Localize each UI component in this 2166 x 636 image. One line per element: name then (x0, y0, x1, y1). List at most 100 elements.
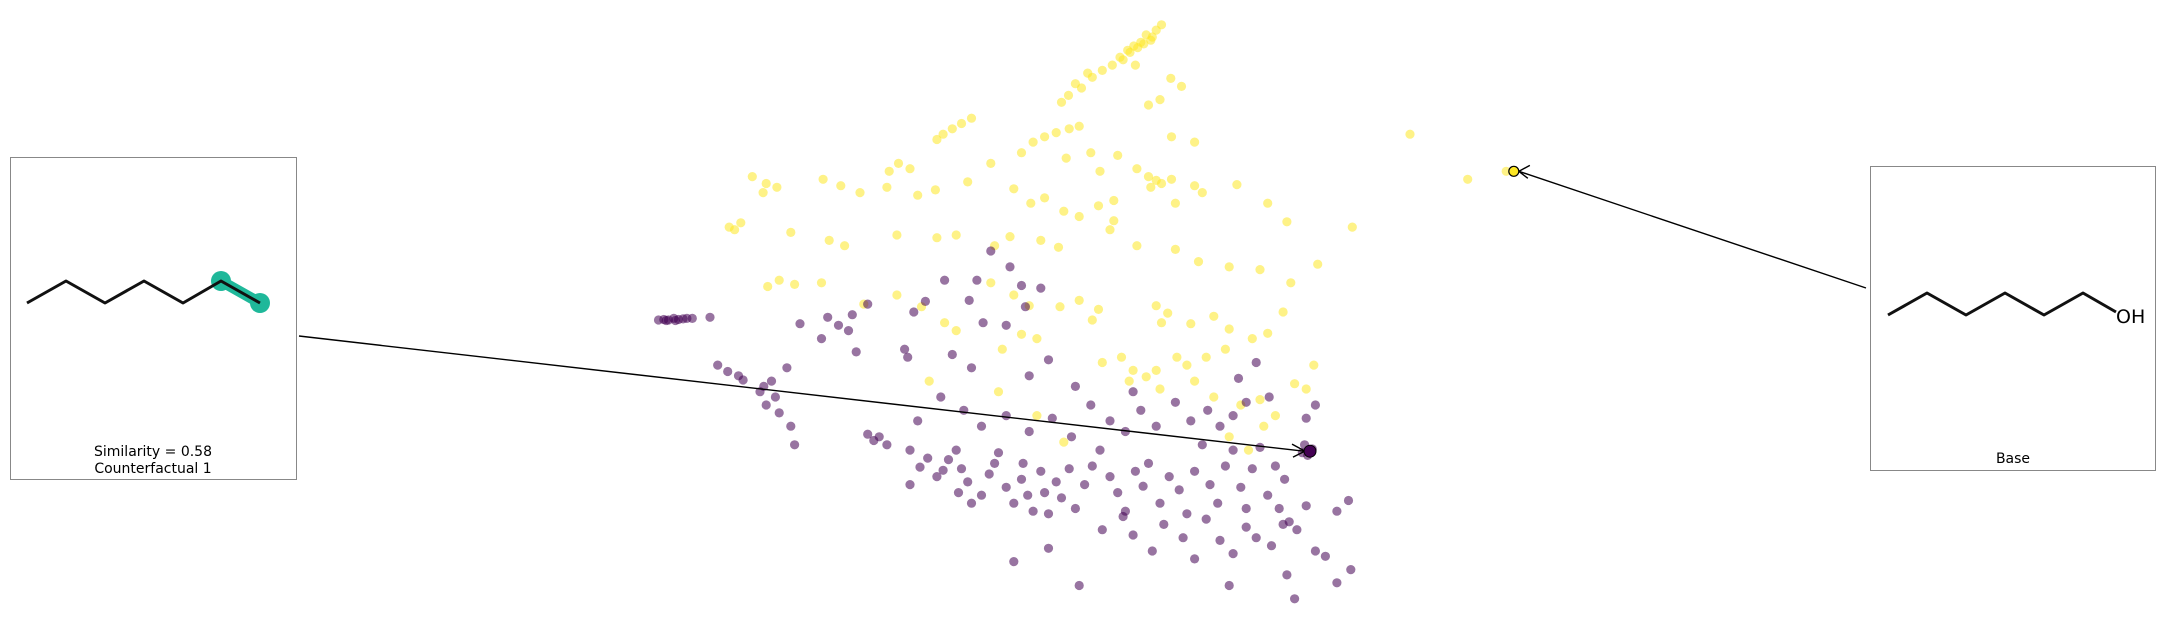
scatter-point-class-1-22 (1166, 73, 1176, 83)
scatter-point-class-1-123 (951, 326, 961, 336)
scatter-point-class-0-149 (1001, 320, 1011, 330)
scatter-point-class-0-38 (905, 480, 915, 490)
scatter-point-class-0-131 (1136, 405, 1146, 415)
scatter-point-class-0-132 (1151, 421, 1161, 431)
scatter-point-class-0-31 (874, 432, 884, 442)
scatter-point-class-1-65 (963, 177, 973, 187)
scatter-point-class-1-72 (1109, 195, 1119, 206)
scatter-point-class-1-47 (1190, 137, 1200, 147)
scatter-point-class-1-25 (1143, 100, 1154, 110)
scatter-point-class-0-26 (833, 320, 844, 330)
scatter-point-class-1-75 (1263, 198, 1273, 208)
scatter-point-class-0-54 (1018, 458, 1028, 468)
scatter-point-class-1-26 (966, 113, 977, 123)
scatter-point-class-0-22 (786, 421, 796, 431)
scatter-point-class-1-34 (1064, 124, 1074, 134)
scatter-point-class-1-119 (1247, 334, 1257, 344)
scatter-point-class-1-18 (1070, 79, 1080, 89)
scatter-point-class-0-41 (943, 455, 954, 465)
scatter-point-class-1-113 (1151, 301, 1161, 311)
scatter-point-class-0-139 (1264, 392, 1274, 402)
scatter-point-class-0-157 (909, 307, 919, 317)
scatter-point-class-1-21 (1130, 60, 1140, 70)
scatter-point-class-0-137 (1228, 411, 1238, 421)
scatter-point-class-0-70 (1130, 466, 1140, 476)
scatter-point-class-0-14 (738, 375, 748, 385)
scatter-point-class-1-6 (1156, 20, 1167, 30)
counterfactual-panel: Similarity = 0.58 Counterfactual 1 (10, 157, 297, 480)
scatter-point-class-0-76 (1182, 509, 1192, 519)
scatter-point-class-0-8 (670, 315, 681, 326)
scatter-point-class-1-74 (1232, 180, 1242, 190)
scatter-point-class-0-105 (1241, 522, 1251, 532)
scatter-point-class-1-30 (932, 134, 942, 145)
scatter-point-class-1-153 (1347, 222, 1357, 232)
scatter-point-class-1-33 (1051, 128, 1061, 138)
scatter-point-class-0-168 (900, 344, 910, 354)
scatter-point-class-0-109 (1282, 570, 1292, 580)
scatter-point-class-1-133 (1182, 360, 1192, 370)
scatter-point-class-0-79 (1205, 480, 1215, 490)
scatter-point-class-1-39 (1113, 150, 1123, 160)
scatter-point-class-0-27 (843, 326, 854, 336)
scatter-point-class-0-145 (816, 334, 827, 344)
scatter-point-class-0-86 (1255, 442, 1265, 452)
scatter-point-class-0-101 (1190, 554, 1200, 564)
scatter-point-class-0-123 (976, 421, 987, 431)
scatter-point-class-1-16 (1063, 90, 1074, 100)
scatter-point-class-0-25 (823, 312, 833, 322)
scatter-point-class-1-101 (763, 281, 773, 292)
scatter-point-class-0-102 (1201, 514, 1211, 524)
scatter-point-class-0-78 (1197, 440, 1207, 450)
scatter-point-class-0-106 (1251, 533, 1261, 543)
scatter-point-class-1-106 (986, 278, 996, 288)
scatter-point-class-1-12 (1107, 60, 1117, 70)
scatter-point-class-0-147 (947, 349, 957, 360)
scatter-point-class-0-32 (882, 440, 892, 450)
scatter-point-class-0-146 (863, 299, 873, 309)
scatter-point-class-1-52 (1143, 172, 1154, 182)
counterfactual-caption: Counterfactual 1 (94, 461, 211, 477)
scatter-point-class-0-164 (1301, 413, 1311, 423)
scatter-point-class-0-120 (913, 416, 923, 426)
scatter-point-class-0-151 (1016, 280, 1027, 291)
counterfactual-point[interactable] (1303, 444, 1317, 458)
scatter-point-class-1-125 (1016, 329, 1027, 339)
scatter-point-class-0-77 (1190, 466, 1200, 476)
scatter-point-class-0-111 (1301, 501, 1311, 511)
scatter-point-class-0-107 (1266, 541, 1277, 551)
scatter-point-class-0-166 (964, 295, 974, 305)
scatter-point-class-0-53 (1016, 474, 1027, 484)
scatter-point-class-1-61 (855, 188, 865, 198)
scatter-point-class-1-93 (1170, 244, 1180, 254)
scatter-point-class-1-44 (884, 166, 894, 176)
scatter-point-class-0-154 (940, 275, 950, 285)
scatter-point-class-0-68 (1113, 488, 1123, 498)
hydroxyl-label: OH (2116, 306, 2145, 328)
similarity-caption: Similarity = 0.58 (94, 444, 212, 460)
scatter-point-class-0-7 (687, 313, 697, 323)
scatter-point-class-0-128 (1086, 400, 1096, 410)
scatter-point-class-1-13 (1097, 65, 1107, 75)
scatter-point-class-0-65 (1087, 461, 1097, 471)
scatter-point-class-0-83 (1236, 482, 1246, 492)
scatter-point-class-0-113 (1320, 551, 1330, 561)
scatter-point-class-1-98 (1313, 259, 1323, 269)
scatter-point-class-0-95 (1097, 525, 1107, 535)
scatter-point-class-0-161 (1128, 387, 1138, 397)
scatter-point-class-1-9 (1147, 32, 1157, 42)
base-point[interactable] (1508, 165, 1520, 177)
scatter-point-class-0-45 (953, 488, 964, 498)
scatter-point-class-1-10 (1125, 47, 1135, 58)
scatter-point-class-0-112 (1310, 546, 1320, 556)
scatter-point-class-1-149 (1224, 432, 1234, 442)
scatter-point-class-0-127 (1066, 432, 1077, 442)
scatter-point-class-1-126 (1032, 334, 1042, 344)
carbon-chain (26, 279, 261, 305)
scatter-point-class-1-97 (1286, 278, 1296, 288)
base-carbon-chain (1887, 291, 2117, 317)
scatter-point-class-1-132 (1172, 352, 1182, 362)
scatter-point-class-0-33 (851, 347, 861, 357)
scatter-point-class-0-110 (1292, 525, 1302, 535)
scatter-point-class-1-64 (930, 185, 941, 195)
